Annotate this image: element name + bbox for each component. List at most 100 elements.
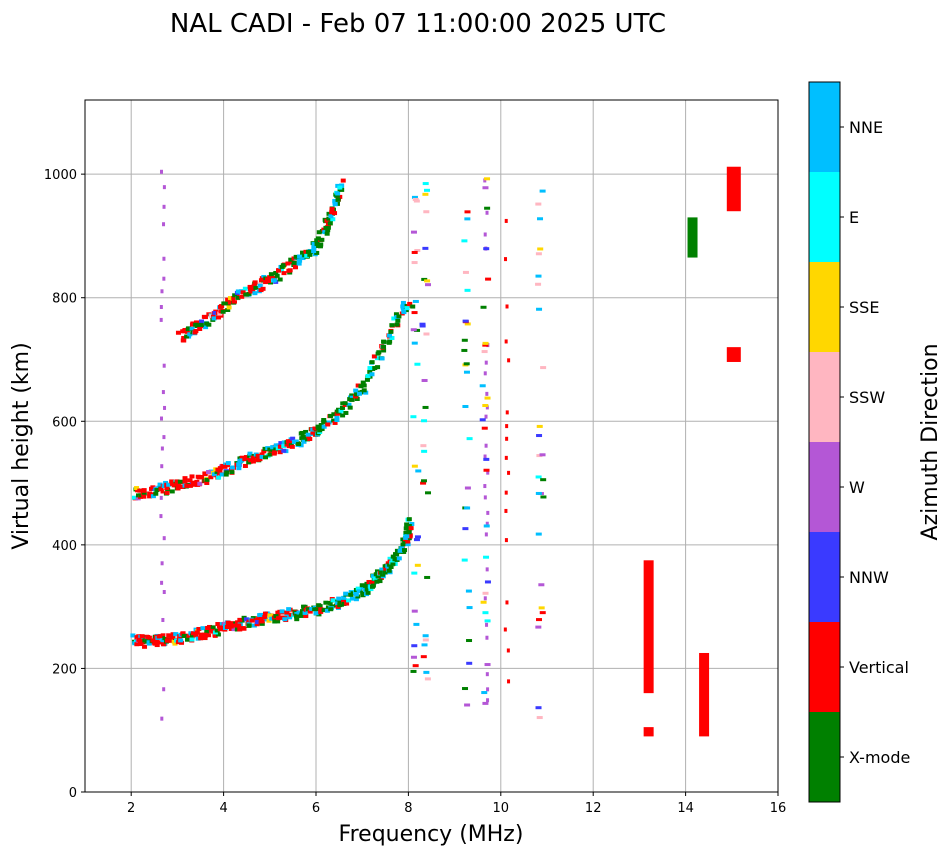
echo-point-0 [405,539,411,544]
streak-point-0 [160,580,164,585]
echo-point-0 [360,590,366,595]
echo-point-2 [332,200,338,205]
echo-point-0 [316,603,322,608]
echo-point-1 [277,444,283,449]
echo-point-0 [206,633,212,638]
echo-point-0 [266,618,272,623]
noise-point-0 [415,469,422,473]
noise-point-2 [466,606,473,610]
echo-point-0 [299,612,305,617]
noise-point-1 [422,638,429,642]
echo-point-0 [404,534,410,539]
echo-point-2 [225,307,231,312]
noise-point-1 [421,378,428,382]
echo-point-1 [206,470,212,475]
echo-point-0 [392,557,398,562]
echo-point-2 [193,322,199,327]
noise-point-0 [411,250,418,254]
noise-point-3 [484,177,491,181]
echo-point-1 [239,455,245,460]
noise-point-4 [535,625,542,629]
grid-lines [85,100,778,793]
streak-point-1 [485,210,489,215]
echo-point-1 [154,488,160,493]
echo-point-1 [381,348,387,353]
noise-point-4 [535,202,542,206]
echo-point-1 [242,463,248,468]
echo-point-0 [314,607,320,612]
streak-point-2 [504,455,508,460]
echo-point-1 [225,463,231,468]
echo-point-1 [375,356,381,361]
noise-point-3 [480,600,487,604]
echo-point-2 [197,326,203,331]
echo-point-1 [332,420,338,425]
noise-point-3 [482,701,489,705]
noise-point-1 [423,210,430,214]
echo-point-1 [404,306,410,311]
echo-point-2 [184,334,190,339]
echo-point-0 [147,635,153,640]
echo-point-0 [349,596,355,601]
noise-point-0 [413,538,420,542]
echo-point-2 [277,277,283,282]
x-axis-ticks: 2 4 6 8 10 12 14 16 [127,792,786,816]
echo-point-0 [301,604,307,609]
y-tick-label-2: 400 [52,539,77,554]
echo-point-1 [346,402,352,407]
noise-point-3 [483,524,490,528]
echo-point-1 [389,335,395,340]
echo-point-0 [215,622,221,627]
echo-point-1 [247,453,253,458]
echo-point-1 [342,401,348,406]
echo-point-1 [219,472,225,477]
noise-point-4 [535,706,542,710]
echo-point-1 [347,405,353,410]
echo-point-0 [224,625,230,630]
echo-point-1 [272,450,278,455]
noise-point-0 [410,328,417,332]
echo-point-0 [405,542,411,547]
echo-point-0 [134,635,140,640]
streak-point-2 [504,257,508,262]
echo-point-1 [391,316,397,321]
echo-point-1 [301,439,307,444]
echo-point-2 [300,250,306,255]
echo-point-1 [365,374,371,379]
noise-point-3 [482,343,489,347]
echo-point-0 [294,617,300,622]
echo-point-1 [360,380,366,385]
noise-point-0 [411,341,418,345]
echo-point-1 [298,443,304,448]
echo-point-2 [232,299,238,304]
echo-point-1 [335,409,341,414]
chart-title: NAL CADI - Feb 07 11:00:00 2025 UTC [170,9,666,39]
colorbar-segment-5 [809,262,840,352]
echo-point-2 [252,291,258,296]
echo-point-0 [390,554,396,559]
echo-point-0 [341,595,347,600]
echo-point-1 [175,482,181,487]
echo-point-2 [221,301,227,306]
echo-point-0 [406,517,412,522]
echo-point-0 [360,593,366,598]
streak-point-0 [160,464,164,469]
echo-point-0 [190,631,196,636]
echo-point-1 [187,478,193,483]
echo-point-1 [208,475,214,480]
streak-point-1 [483,178,487,183]
echo-point-2 [311,249,317,254]
echo-point-2 [327,221,333,226]
noise-point-3 [484,206,491,210]
echo-point-1 [166,482,172,487]
echo-point-0 [377,579,383,584]
streak-point-2 [506,648,510,653]
echo-point-2 [218,313,224,318]
echo-point-0 [162,636,168,641]
noise-point-1 [424,188,431,192]
echo-point-2 [218,304,224,309]
echo-point-0 [210,625,216,630]
x-tick-label-3: 8 [404,801,412,816]
echo-point-1 [222,464,228,469]
echo-point-1 [369,372,375,377]
